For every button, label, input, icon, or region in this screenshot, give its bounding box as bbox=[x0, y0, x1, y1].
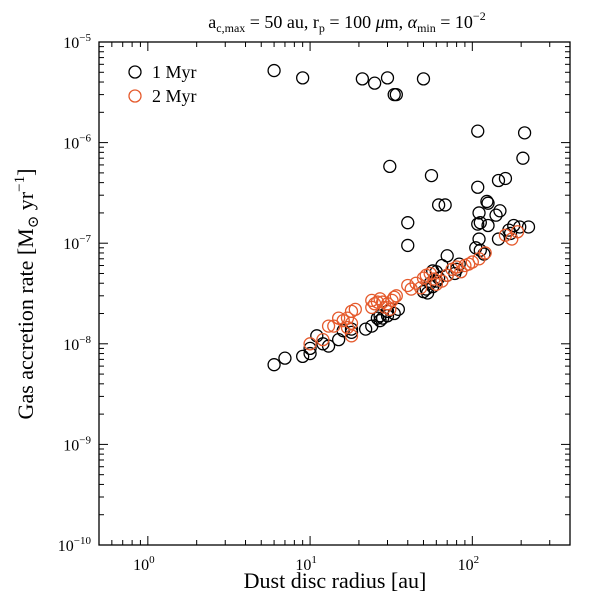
data-point bbox=[355, 72, 370, 86]
data-point bbox=[344, 325, 359, 339]
data-point bbox=[267, 358, 281, 372]
data-point bbox=[358, 322, 373, 336]
y-tick-labels: 10−10 10−9 10−8 10−7 10−6 10−5 bbox=[58, 32, 92, 555]
data-point bbox=[383, 302, 397, 317]
data-point bbox=[517, 126, 532, 140]
data-point bbox=[481, 218, 495, 233]
data-point bbox=[331, 332, 346, 347]
data-point bbox=[416, 271, 431, 285]
data-point bbox=[401, 216, 415, 230]
data-point bbox=[365, 293, 379, 308]
data-point bbox=[431, 198, 446, 212]
data-point bbox=[489, 208, 503, 222]
data-point bbox=[389, 289, 403, 303]
data-point bbox=[367, 76, 382, 90]
data-point bbox=[278, 351, 292, 365]
data-point bbox=[383, 159, 397, 174]
legend-marker-1myr bbox=[128, 65, 142, 79]
data-point bbox=[510, 225, 525, 239]
axis-ticks bbox=[98, 41, 571, 546]
series-1-myr bbox=[267, 63, 536, 372]
data-point bbox=[303, 341, 317, 356]
data-point bbox=[516, 151, 530, 165]
data-point bbox=[296, 349, 310, 364]
data-point bbox=[473, 216, 487, 230]
data-point bbox=[387, 290, 401, 304]
data-point bbox=[321, 319, 336, 333]
data-point bbox=[389, 87, 403, 102]
data-point bbox=[303, 346, 317, 361]
data-point bbox=[348, 302, 362, 317]
x-tick-labels: 100 101 102 bbox=[133, 554, 479, 574]
data-point bbox=[449, 260, 464, 274]
data-point bbox=[385, 293, 399, 308]
data-points bbox=[267, 63, 536, 372]
data-point bbox=[498, 171, 513, 186]
data-point bbox=[465, 255, 479, 269]
x-tick-label: 100 bbox=[133, 554, 155, 574]
y-axis-label: Gas accretion rate [M⊙ yr−1] bbox=[12, 169, 42, 420]
data-point bbox=[303, 337, 317, 351]
chart-title: ac,max = 50 au, rp = 100 μm, αmin = 10−2 bbox=[208, 9, 485, 35]
data-point bbox=[424, 168, 439, 183]
data-point bbox=[462, 257, 476, 271]
data-point bbox=[493, 204, 507, 218]
data-point bbox=[472, 206, 486, 220]
data-point bbox=[267, 63, 281, 78]
data-point bbox=[344, 329, 359, 343]
y-tick-label: 10−7 bbox=[63, 233, 91, 253]
data-point bbox=[316, 332, 330, 347]
y-tick-label: 10−8 bbox=[63, 334, 91, 354]
data-point bbox=[477, 247, 491, 261]
y-tick-label: 10−5 bbox=[63, 32, 91, 52]
data-point bbox=[471, 124, 485, 138]
data-point bbox=[491, 173, 506, 188]
data-point bbox=[498, 228, 513, 242]
plot-area bbox=[98, 41, 571, 546]
data-point bbox=[416, 72, 431, 86]
data-point bbox=[481, 196, 495, 210]
data-point bbox=[478, 246, 492, 260]
data-point bbox=[471, 180, 485, 194]
data-point bbox=[420, 286, 435, 300]
data-point bbox=[387, 306, 401, 321]
data-point bbox=[491, 232, 506, 246]
data-point bbox=[380, 71, 395, 85]
data-point bbox=[401, 278, 415, 293]
x-axis-label: Dust disc radius [au] bbox=[244, 568, 427, 593]
data-point bbox=[448, 266, 462, 281]
y-tick-label: 10−9 bbox=[63, 434, 91, 454]
data-point bbox=[521, 220, 536, 234]
data-point bbox=[409, 276, 423, 290]
series-2-myr bbox=[303, 225, 525, 351]
x-tick-label: 101 bbox=[295, 554, 317, 574]
legend-label-2myr: 2 Myr bbox=[152, 86, 197, 106]
legend: 1 Myr 2 Myr bbox=[128, 62, 197, 106]
data-point bbox=[391, 302, 406, 317]
x-tick-label: 102 bbox=[458, 554, 480, 574]
y-tick-label: 10−6 bbox=[63, 133, 91, 153]
y-tick-label: 10−10 bbox=[58, 535, 92, 555]
data-point bbox=[471, 217, 485, 231]
data-point bbox=[401, 238, 415, 253]
legend-marker-2myr bbox=[128, 89, 142, 103]
data-point bbox=[413, 281, 428, 295]
data-point bbox=[340, 320, 355, 335]
data-point bbox=[480, 194, 494, 209]
data-point bbox=[375, 311, 390, 325]
legend-label-1myr: 1 Myr bbox=[152, 62, 197, 82]
data-point bbox=[438, 198, 452, 212]
data-point bbox=[296, 71, 310, 85]
data-point bbox=[373, 313, 387, 328]
